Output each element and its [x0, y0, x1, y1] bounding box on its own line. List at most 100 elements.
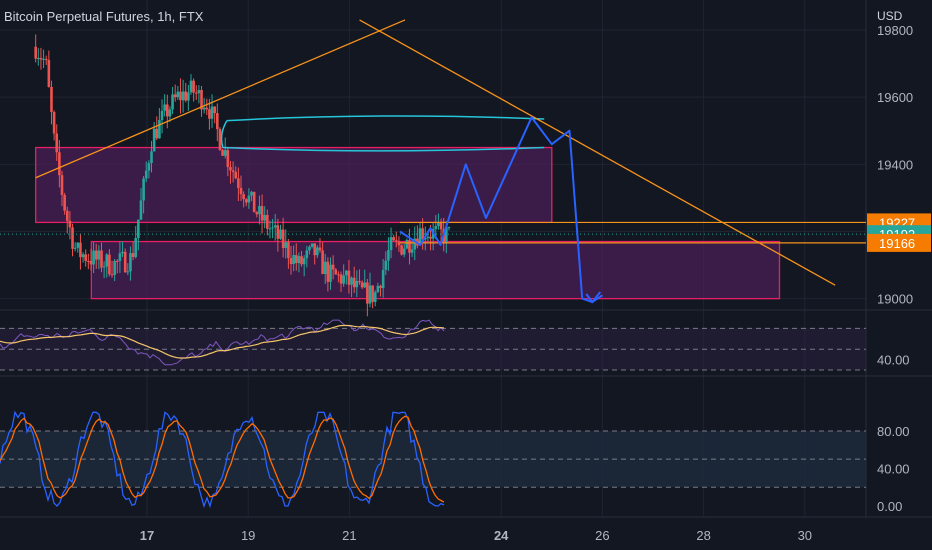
candle-body — [223, 150, 227, 156]
candle — [408, 228, 411, 265]
candle-body — [226, 150, 230, 168]
rsi-ma-line — [0, 324, 445, 359]
projection-arrow — [585, 291, 602, 304]
x-tick-26: 26 — [595, 528, 609, 543]
supply-demand-zones — [35, 146, 781, 300]
consolidation-box — [220, 115, 545, 152]
candle — [155, 116, 159, 141]
candle — [105, 253, 109, 278]
candle-body — [176, 91, 180, 98]
candle-body — [392, 237, 395, 241]
candle-body — [194, 92, 198, 94]
candle-body — [426, 236, 430, 239]
candle-body — [347, 270, 351, 285]
candle — [150, 140, 153, 173]
candle — [276, 218, 280, 252]
candle-body — [110, 274, 114, 276]
y-tick-19000: 19000 — [877, 292, 913, 307]
stoch-tick: 80.00 — [877, 424, 910, 439]
candle — [142, 176, 145, 214]
candle-body — [400, 245, 403, 255]
candle-body — [371, 285, 374, 302]
rsi-tick: 40.00 — [877, 353, 910, 368]
candle-body — [273, 225, 277, 228]
candle — [58, 140, 61, 188]
candle — [39, 47, 43, 70]
candle — [94, 243, 98, 269]
candle-body — [84, 254, 87, 261]
candle-body — [142, 178, 145, 201]
candle-body — [366, 282, 369, 304]
candle-body — [202, 107, 206, 110]
x-tick-28: 28 — [696, 528, 710, 543]
candle-body — [276, 225, 280, 239]
candle — [63, 192, 66, 215]
candle — [37, 48, 40, 66]
candle-body — [123, 251, 127, 273]
candle — [294, 243, 298, 271]
candle-body — [89, 260, 93, 265]
candle — [405, 238, 409, 250]
candle — [326, 257, 330, 292]
candle — [92, 242, 95, 273]
candle — [421, 218, 424, 250]
candle — [60, 170, 64, 207]
candle-body — [358, 280, 361, 283]
candle-body — [68, 220, 72, 228]
candle — [179, 78, 182, 114]
candle-body — [260, 206, 264, 221]
candle — [279, 224, 282, 240]
candle-body — [423, 238, 427, 240]
candle — [123, 248, 127, 274]
candle — [373, 290, 377, 307]
candle — [76, 242, 80, 253]
candle-body — [58, 152, 61, 176]
candle-body — [321, 250, 324, 274]
candle-body — [71, 227, 74, 249]
candle — [344, 269, 348, 285]
candle-body — [318, 247, 322, 251]
candle-body — [184, 91, 188, 101]
candle-body — [381, 269, 385, 288]
candle — [221, 148, 224, 156]
currency-label: USD — [877, 9, 903, 23]
stoch-tick: 0.00 — [877, 499, 902, 514]
candle — [115, 259, 119, 274]
candle-body — [352, 277, 356, 288]
consolidation-left — [220, 120, 228, 148]
candle — [97, 245, 101, 270]
candle-body — [266, 215, 269, 229]
candle — [79, 233, 82, 270]
candle-body — [281, 229, 285, 248]
candle-body — [134, 238, 138, 257]
price-label-text: 19166 — [879, 236, 915, 251]
price-label-19166: 19166 — [867, 233, 931, 252]
candle-body — [373, 292, 377, 302]
candle — [158, 108, 161, 139]
candle-body — [244, 199, 248, 203]
candle-body — [268, 228, 272, 230]
candle-body — [52, 111, 56, 134]
candle-body — [147, 163, 151, 171]
candle — [392, 234, 395, 242]
x-tick-19: 19 — [241, 528, 255, 543]
candle-body — [355, 280, 359, 288]
candle-body — [100, 250, 103, 268]
candle-body — [181, 91, 185, 101]
candle — [121, 241, 124, 257]
candle-body — [294, 255, 298, 264]
candle — [287, 238, 290, 269]
candle-body — [155, 128, 159, 139]
candle-body — [395, 240, 398, 242]
candle-body — [197, 90, 201, 94]
candle — [260, 194, 264, 234]
candle-body — [284, 242, 288, 248]
candle-body — [287, 242, 290, 259]
candle-body — [334, 269, 338, 275]
candle-body — [187, 92, 190, 101]
candle-body — [439, 222, 443, 230]
candle — [139, 188, 143, 220]
candle — [366, 279, 369, 317]
candle — [108, 249, 111, 277]
